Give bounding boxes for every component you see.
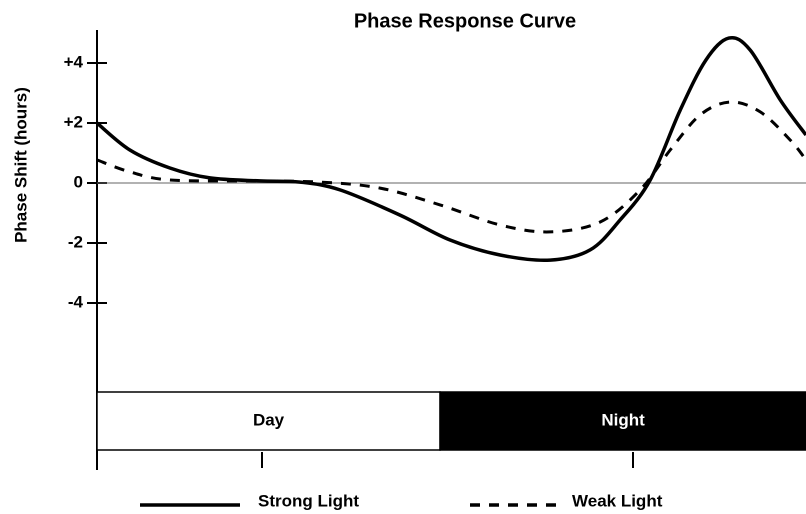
chart-title: Phase Response Curve <box>354 10 576 32</box>
legend-label: Weak Light <box>572 491 663 510</box>
y-tick-label: -2 <box>68 232 83 251</box>
y-tick-label: +4 <box>64 52 84 71</box>
legend-label: Strong Light <box>258 491 359 510</box>
y-axis-label: Phase Shift (hours) <box>11 87 30 243</box>
band-label: Day <box>253 410 285 429</box>
line-series <box>96 100 806 234</box>
y-tick-label: 0 <box>74 172 83 191</box>
band <box>439 391 806 451</box>
y-tick-label: +2 <box>64 112 83 131</box>
band-label: Night <box>601 410 645 429</box>
y-tick-label: -4 <box>68 292 84 311</box>
line-series <box>95 35 806 263</box>
